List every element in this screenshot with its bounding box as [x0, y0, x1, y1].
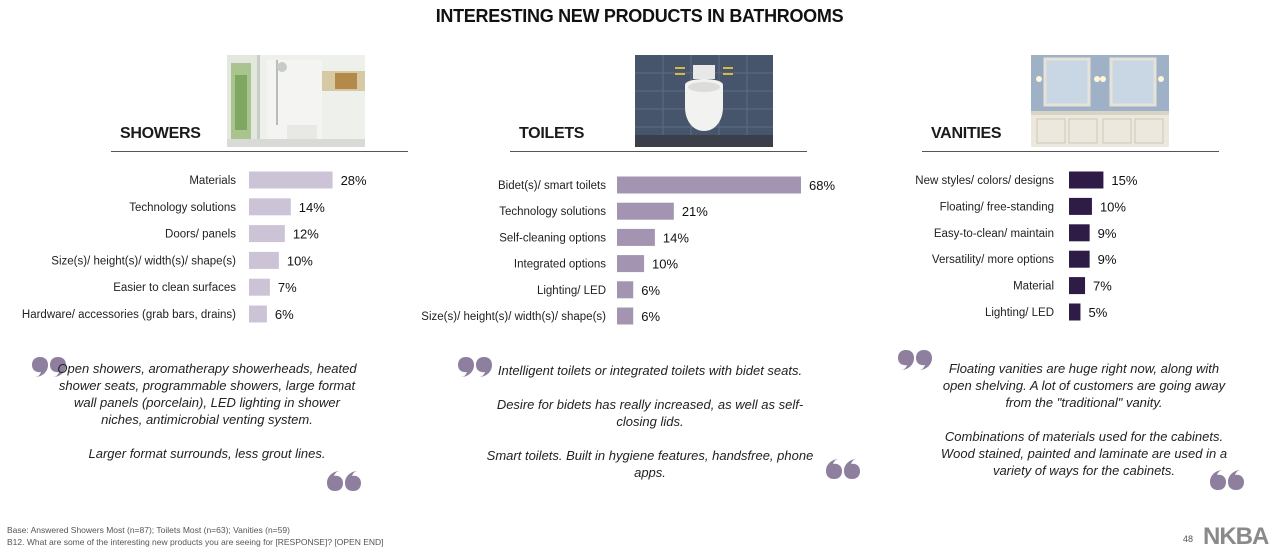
value-label: 28%	[341, 173, 367, 188]
value-label: 12%	[293, 227, 319, 242]
bar	[249, 305, 267, 323]
showers-bar-chart: Materials 28% Technology solutions 14% Doors…	[22, 171, 367, 323]
toilets-quote-3: Smart toilets. Built in hygiene features…	[486, 448, 814, 480]
value-label: 21%	[682, 204, 708, 219]
bar	[249, 198, 291, 216]
category-label: Lighting/ LED	[985, 307, 1054, 319]
toilet-photo	[635, 55, 773, 147]
vanity-photo	[1031, 55, 1169, 147]
showers-quotes: Open showers, aromatherapy showerheads, …	[52, 360, 362, 479]
value-label: 6%	[641, 309, 660, 324]
value-label: 15%	[1111, 173, 1137, 188]
vanities-divider	[922, 151, 1219, 152]
vanities-quote-2: Combinations of materials used for the c…	[940, 429, 1228, 478]
close-quote-icon	[1210, 470, 1244, 490]
showers-panel: SHOWERS Materials 28% Technology solutions…	[0, 0, 420, 553]
bar	[1069, 197, 1092, 215]
toilets-section-title: TOILETS	[519, 125, 585, 142]
category-label: Floating/ free-standing	[940, 201, 1054, 213]
category-label: New styles/ colors/ designs	[915, 175, 1054, 187]
toilets-bar-chart: Bidet(s)/ smart toilets 68% Technology sol…	[421, 176, 835, 325]
bar	[1069, 224, 1090, 242]
open-quote-icon	[898, 350, 932, 370]
value-label: 7%	[1093, 279, 1112, 294]
category-label: Size(s)/ height(s)/ width(s)/ shape(s)	[51, 255, 236, 267]
shower-photo	[227, 55, 365, 147]
open-quote-icon	[32, 357, 66, 377]
category-label: Material	[1013, 281, 1054, 293]
showers-divider	[111, 151, 408, 152]
value-label: 9%	[1098, 252, 1117, 267]
category-label: Doors/ panels	[165, 229, 236, 241]
category-label: Technology solutions	[499, 206, 606, 218]
open-quote-icon	[458, 357, 492, 377]
category-label: Integrated options	[514, 259, 606, 271]
value-label: 14%	[663, 230, 689, 245]
value-label: 7%	[278, 280, 297, 295]
value-label: 9%	[1098, 226, 1117, 241]
value-label: 14%	[299, 200, 325, 215]
bar	[249, 225, 285, 243]
value-label: 6%	[275, 307, 294, 322]
bar	[1069, 303, 1081, 321]
toilets-divider	[510, 151, 807, 152]
showers-quote-1: Open showers, aromatherapy showerheads, …	[57, 361, 357, 427]
showers-quote-2: Larger format surrounds, less grout line…	[88, 446, 326, 461]
category-label: Lighting/ LED	[537, 285, 606, 297]
vanities-bar-chart: New styles/ colors/ designs 15% Floating/ …	[915, 171, 1138, 321]
category-label: Size(s)/ height(s)/ width(s)/ shape(s)	[421, 311, 606, 323]
page-number: 48	[1183, 534, 1194, 544]
category-label: Bidet(s)/ smart toilets	[498, 180, 606, 192]
bar	[1069, 171, 1104, 189]
footnote: Base: Answered Showers Most (n=87); Toil…	[7, 524, 384, 548]
bar	[617, 281, 634, 299]
category-label: Easier to clean surfaces	[113, 282, 236, 294]
footnote-base: Base: Answered Showers Most (n=87); Toil…	[7, 525, 290, 535]
vanities-quotes: Floating vanities are huge right now, al…	[934, 360, 1234, 496]
category-label: Hardware/ accessories (grab bars, drains…	[22, 309, 236, 321]
bar	[617, 176, 801, 194]
category-label: Technology solutions	[129, 202, 236, 214]
value-label: 10%	[652, 257, 678, 272]
value-label: 10%	[1100, 199, 1126, 214]
showers-section-title: SHOWERS	[120, 125, 201, 142]
bar	[617, 307, 634, 325]
bar	[1069, 277, 1086, 295]
bar	[249, 278, 270, 296]
bar	[617, 228, 655, 246]
toilets-panel: TOILETS Bidet(s)/ smart toilets 68% Techno…	[420, 0, 860, 553]
bar	[617, 202, 674, 220]
bar	[249, 171, 333, 189]
bar	[617, 255, 645, 273]
nkba-logo-text: NKBA	[1203, 523, 1269, 550]
nkba-logo: NKBA	[1203, 523, 1270, 550]
category-label: Easy-to-clean/ maintain	[934, 228, 1054, 240]
page-title: INTERESTING NEW PRODUCTS IN BATHROOMS	[435, 6, 844, 26]
bar	[249, 251, 279, 269]
vanities-section-title: VANITIES	[931, 125, 1002, 142]
bar	[1069, 250, 1090, 268]
value-label: 6%	[641, 283, 660, 298]
toilets-quotes: Intelligent toilets or integrated toilet…	[480, 362, 820, 498]
category-label: Self-cleaning options	[499, 232, 606, 244]
toilets-quote-2: Desire for bidets has really increased, …	[496, 397, 804, 429]
toilets-quote-1: Intelligent toilets or integrated toilet…	[497, 363, 803, 378]
close-quote-icon	[826, 459, 860, 479]
category-label: Materials	[189, 175, 236, 187]
value-label: 5%	[1088, 305, 1107, 320]
close-quote-icon	[327, 471, 361, 491]
value-label: 68%	[809, 178, 835, 193]
category-label: Versatility/ more options	[932, 254, 1054, 266]
vanities-panel: VANITIES New styles/ colors/ designs 15% F…	[860, 0, 1279, 553]
vanities-quote-1: Floating vanities are huge right now, al…	[942, 361, 1226, 410]
footnote-question: B12. What are some of the interesting ne…	[7, 537, 384, 547]
value-label: 10%	[287, 253, 313, 268]
